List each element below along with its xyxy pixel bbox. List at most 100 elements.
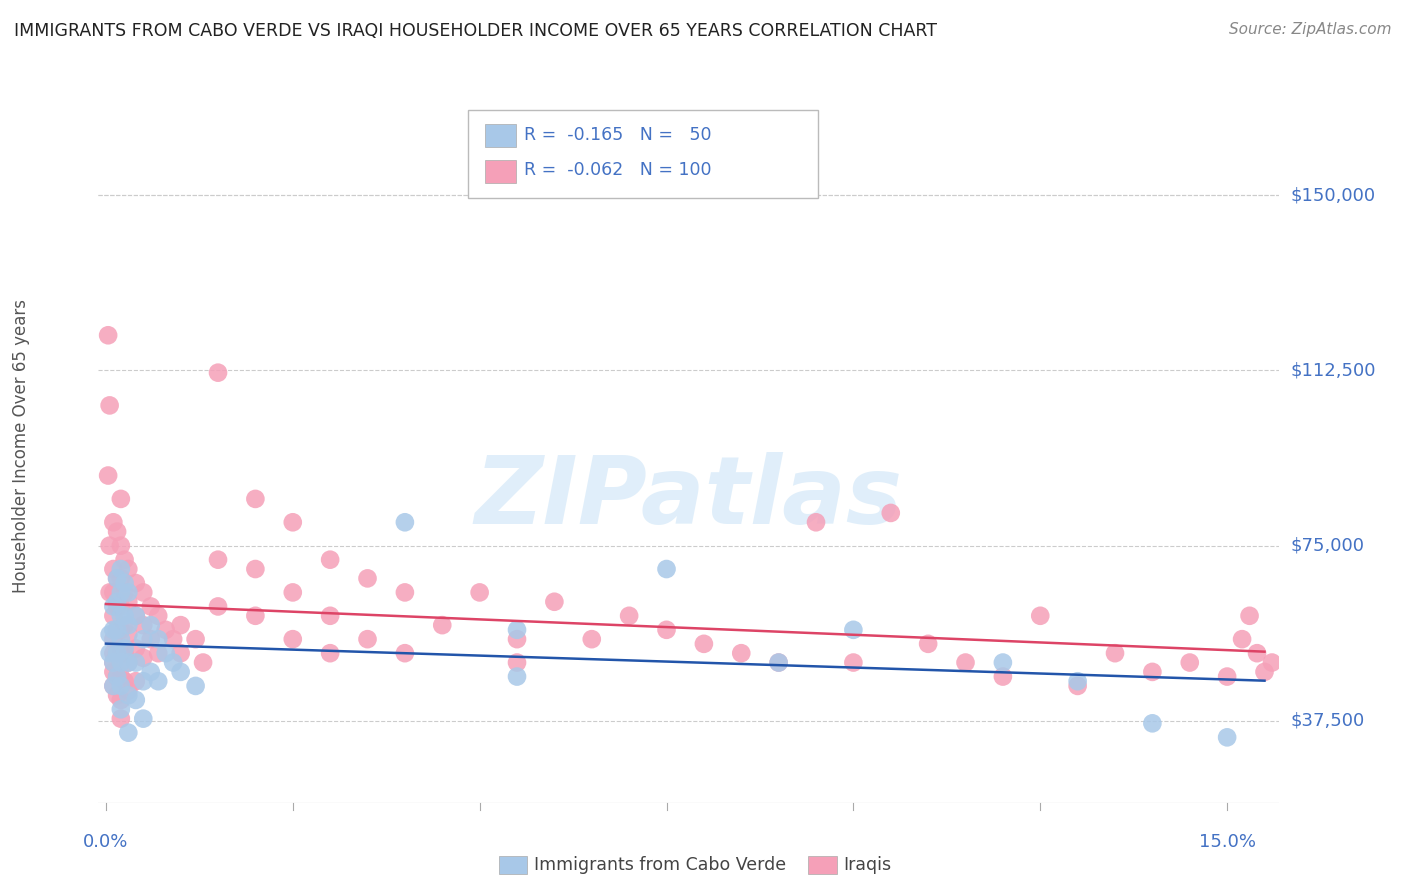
Point [730,646,752,660]
Point [132,674,155,689]
Point [1246,646,1268,660]
Text: R =  -0.062   N = 100: R = -0.062 N = 100 [524,161,711,179]
Point [139,599,162,614]
Point [114,576,136,591]
Point [169,665,191,679]
Point [110,646,132,660]
Point [103,656,125,670]
Point [506,632,529,647]
Point [468,585,491,599]
Point [543,595,565,609]
Point [132,585,155,599]
Point [110,712,132,726]
Point [110,491,132,506]
Point [103,679,125,693]
Point [105,571,128,585]
Point [105,646,128,660]
Point [1104,646,1126,660]
Point [768,656,790,670]
Point [162,656,184,670]
Point [207,599,229,614]
Point [125,608,148,623]
Point [842,623,865,637]
Point [105,524,128,539]
Point [103,665,125,679]
Point [103,585,125,599]
Point [655,623,678,637]
Point [1239,608,1261,623]
Point [103,608,125,623]
Point [103,632,125,647]
Text: IMMIGRANTS FROM CABO VERDE VS IRAQI HOUSEHOLDER INCOME OVER 65 YEARS CORRELATION: IMMIGRANTS FROM CABO VERDE VS IRAQI HOUS… [14,22,936,40]
Text: Iraqis: Iraqis [844,856,891,874]
Point [105,669,128,683]
Point [191,656,214,670]
Point [114,674,136,689]
Point [110,623,132,637]
Point [506,656,529,670]
Point [97,468,120,483]
Point [105,623,128,637]
Point [98,398,121,412]
Text: Householder Income Over 65 years: Householder Income Over 65 years [13,299,30,593]
Point [103,646,125,660]
Text: Source: ZipAtlas.com: Source: ZipAtlas.com [1229,22,1392,37]
Point [319,552,342,566]
Point [132,618,155,632]
Point [98,646,121,660]
Point [117,725,139,739]
Point [117,595,139,609]
Point [1178,656,1201,670]
Point [1253,665,1275,679]
Point [110,702,132,716]
Point [207,552,229,566]
Point [148,674,170,689]
Text: $150,000: $150,000 [1291,186,1375,204]
Point [105,646,128,660]
Point [356,571,378,585]
Point [117,688,139,702]
Point [139,632,162,647]
Point [768,656,790,670]
Point [148,646,170,660]
Point [114,552,136,566]
Point [184,632,207,647]
Point [506,623,529,637]
Point [117,562,139,576]
Point [114,641,136,656]
Point [281,585,304,599]
Point [169,646,191,660]
Point [125,656,148,670]
Point [105,669,128,683]
Point [110,693,132,707]
Point [655,562,678,576]
Point [148,608,170,623]
Point [98,539,121,553]
Point [97,328,120,343]
Point [125,608,148,623]
Point [98,585,121,599]
Point [1066,674,1088,689]
Point [125,576,148,591]
Point [245,608,267,623]
Point [804,516,827,530]
Point [139,665,162,679]
Point [1029,608,1052,623]
Point [139,618,162,632]
Point [319,608,342,623]
Point [1230,632,1253,647]
Point [842,656,865,670]
Point [103,679,125,693]
Point [110,656,132,670]
Point [117,683,139,698]
Point [110,632,132,647]
Point [114,585,136,599]
Point [98,627,121,641]
Point [394,516,416,530]
Point [394,585,416,599]
Point [506,669,529,683]
Point [103,623,125,637]
Point [155,623,177,637]
Point [105,571,128,585]
Point [132,712,155,726]
